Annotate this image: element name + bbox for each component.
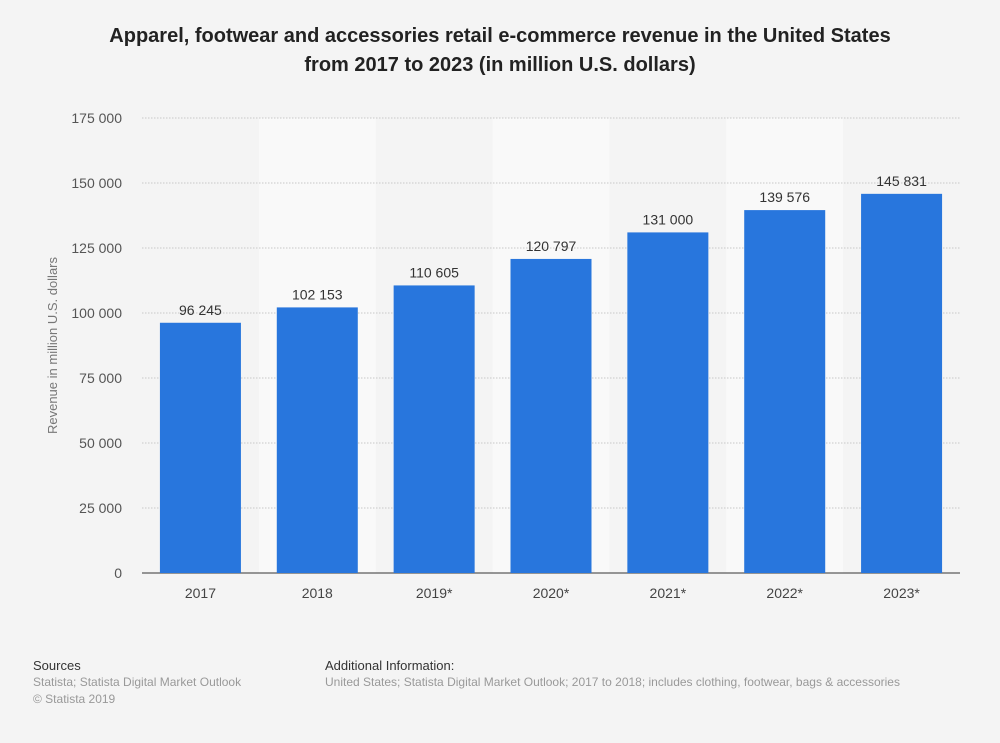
data-label: 110 605	[409, 264, 459, 280]
data-label: 96 245	[179, 302, 222, 318]
chart-title-line-1: Apparel, footwear and accessories retail…	[109, 25, 891, 47]
y-tick-label: 100 000	[71, 305, 122, 321]
y-tick-label: 150 000	[71, 175, 122, 191]
x-tick-label: 2021*	[650, 585, 687, 601]
bar	[276, 307, 358, 573]
bar	[393, 285, 475, 573]
bar	[861, 193, 943, 573]
bar	[159, 322, 241, 573]
y-tick-label: 175 000	[71, 110, 122, 126]
sources-block: Sources Statista; Statista Digital Marke…	[33, 657, 241, 708]
y-tick-label: 50 000	[79, 435, 122, 451]
x-tick-label: 2023*	[883, 585, 920, 601]
data-label: 102 153	[292, 286, 343, 302]
additional-info-heading: Additional Information:	[325, 658, 455, 673]
x-tick-label: 2019*	[416, 585, 453, 601]
y-tick-label: 0	[114, 565, 122, 581]
bar	[510, 258, 592, 573]
y-axis-label: Revenue in million U.S. dollars	[45, 256, 60, 434]
data-label: 131 000	[643, 211, 694, 227]
x-tick-label: 2022*	[766, 585, 803, 601]
data-label: 145 831	[876, 173, 927, 189]
bar	[627, 232, 709, 573]
chart-title-line-2: from 2017 to 2023 (in million U.S. dolla…	[304, 54, 696, 76]
data-label: 120 797	[526, 238, 577, 254]
bar	[744, 210, 826, 573]
additional-info-block: Additional Information: United States; S…	[325, 657, 900, 691]
x-tick-label: 2017	[185, 585, 216, 601]
y-tick-label: 125 000	[71, 240, 122, 256]
data-label: 139 576	[759, 189, 810, 205]
additional-info-text: United States; Statista Digital Market O…	[325, 675, 900, 689]
sources-text: Statista; Statista Digital Market Outloo…	[33, 675, 242, 689]
sources-heading: Sources	[33, 658, 81, 673]
copyright-text: © Statista 2019	[33, 692, 116, 706]
x-tick-label: 2018	[302, 585, 333, 601]
y-tick-label: 75 000	[79, 370, 122, 386]
x-tick-label: 2020*	[533, 585, 570, 601]
y-tick-label: 25 000	[79, 500, 122, 516]
chart-title: Apparel, footwear and accessories retail…	[0, 22, 1000, 80]
